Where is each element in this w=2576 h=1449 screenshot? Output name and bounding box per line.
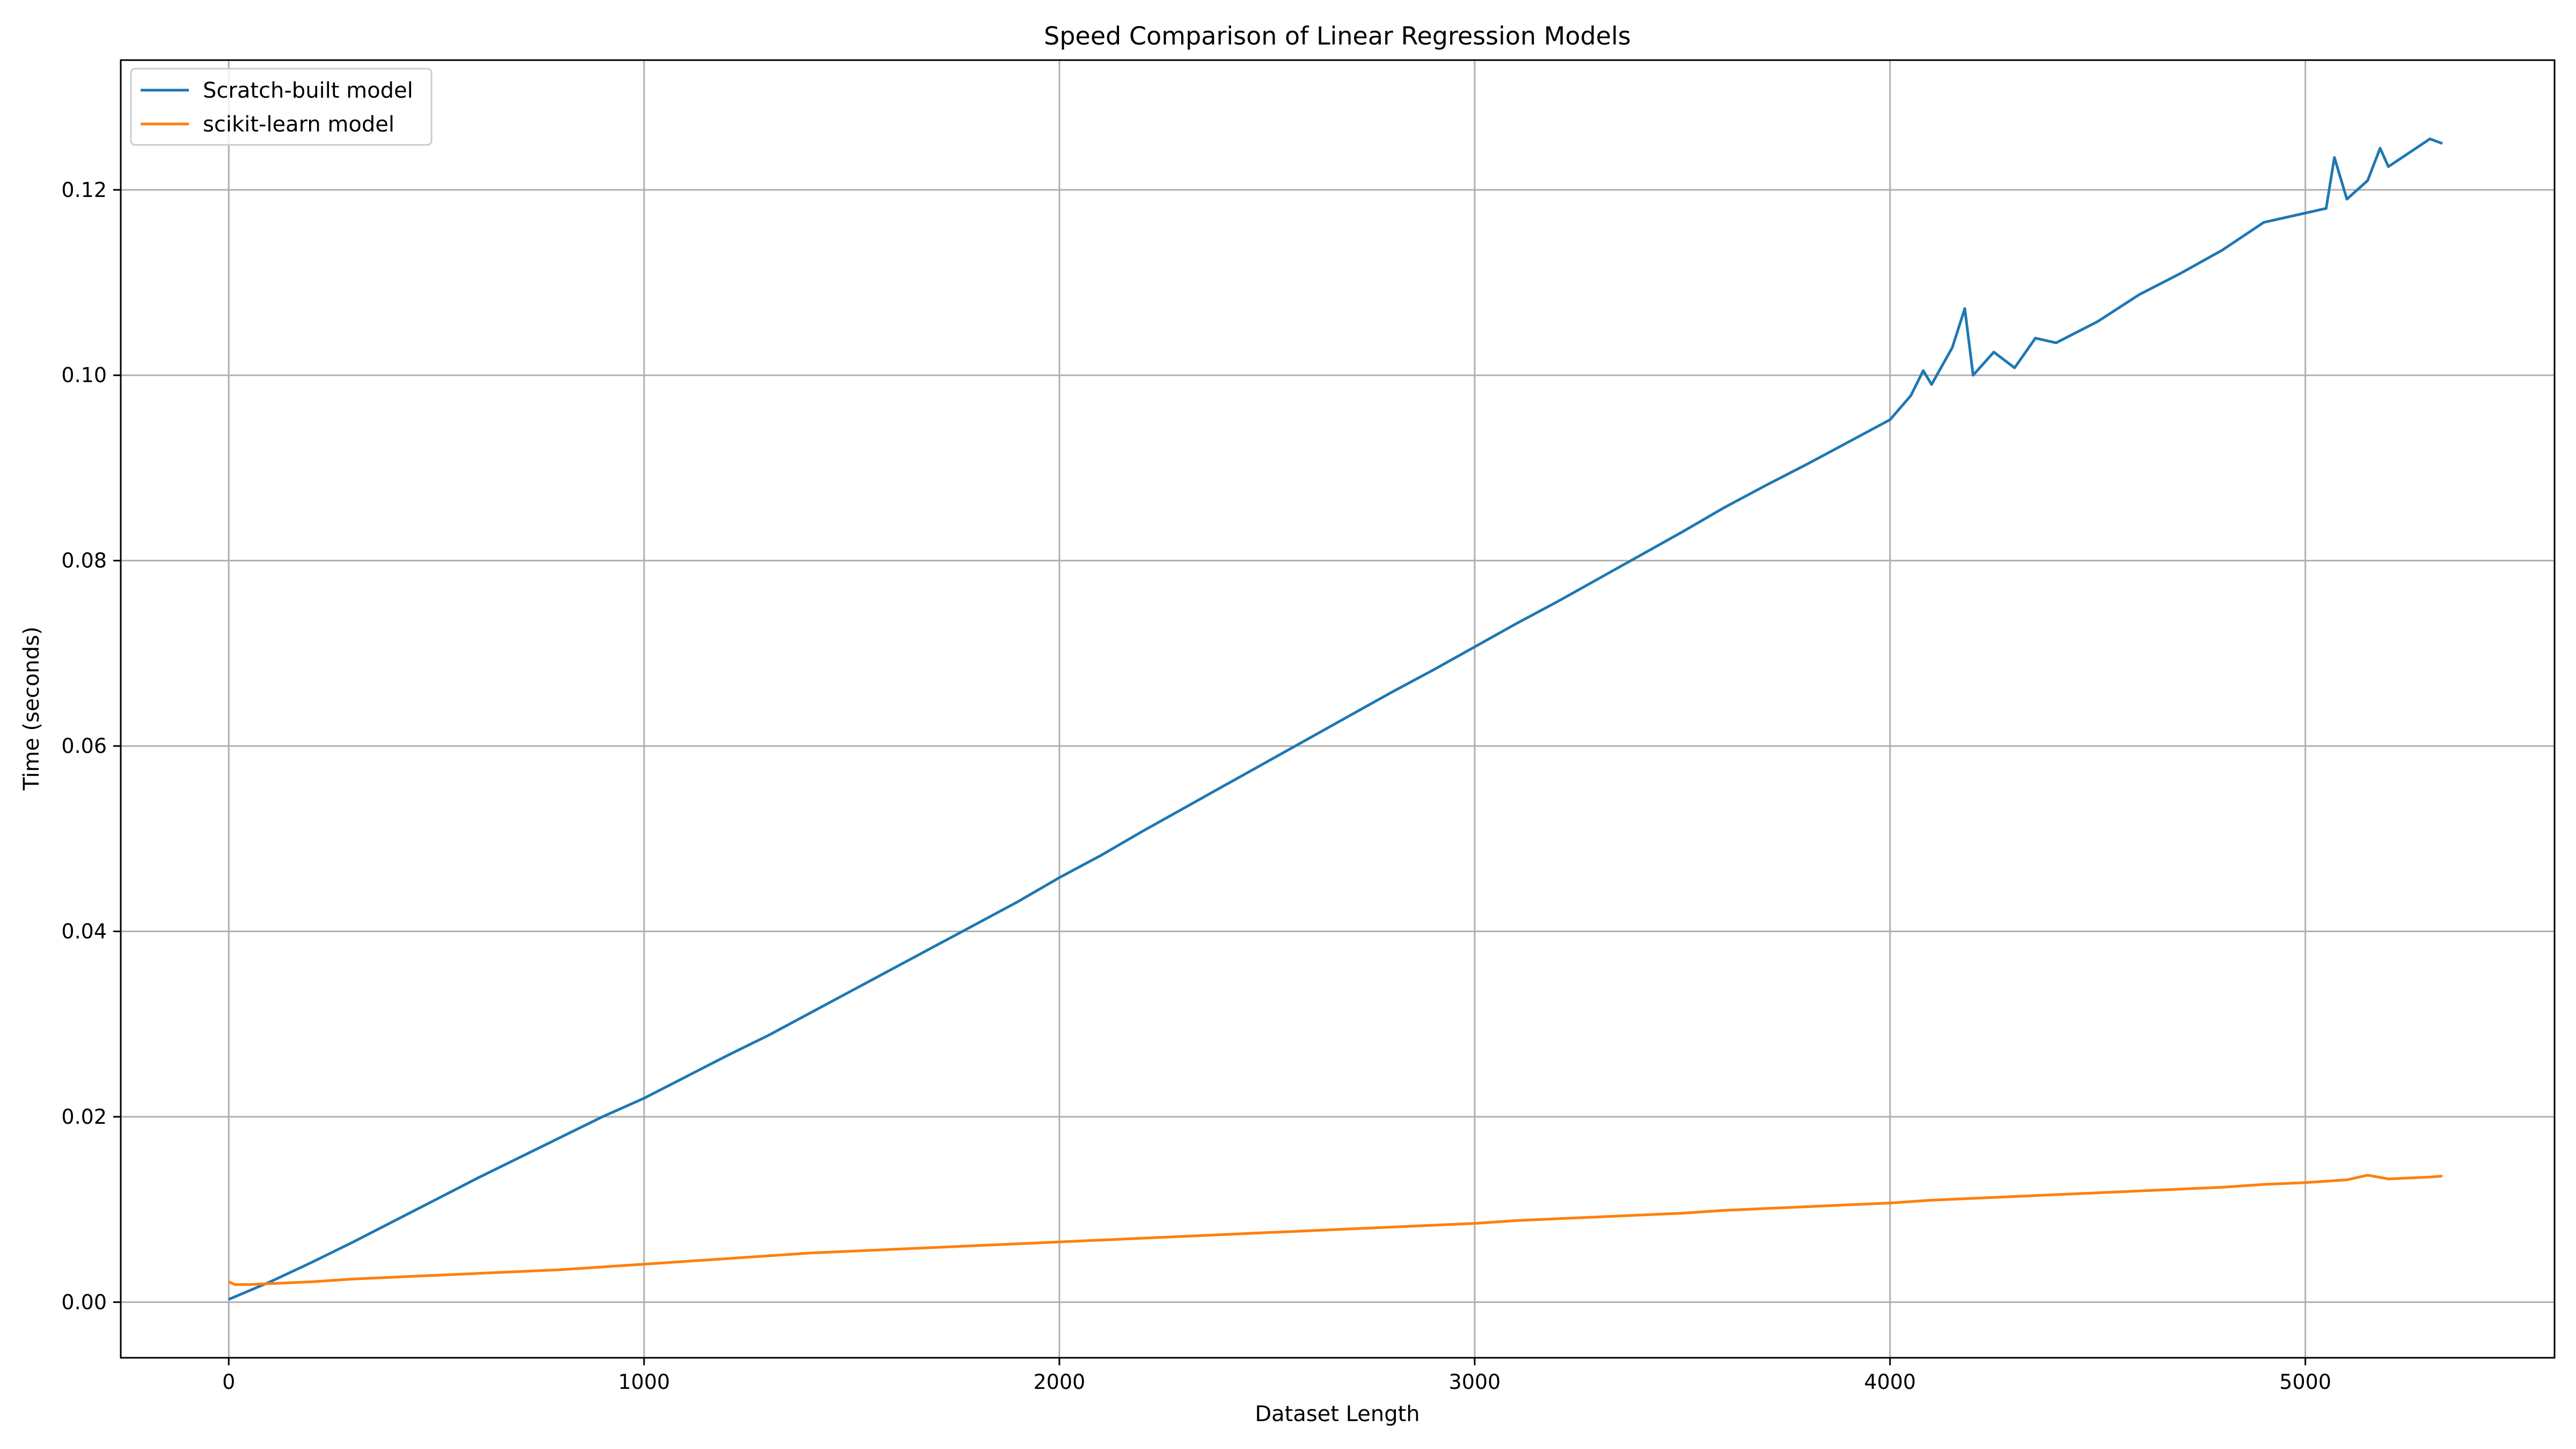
y-tick-label: 0.08 — [61, 549, 107, 573]
y-tick-label: 0.04 — [61, 920, 107, 943]
x-tick-label: 1000 — [618, 1370, 670, 1394]
series-lines — [228, 137, 2443, 1301]
series-line-scikit-learn — [228, 1174, 2443, 1286]
x-tick-label: 0 — [222, 1370, 235, 1394]
x-tick-label: 2000 — [1034, 1370, 1086, 1394]
legend-label-scratch-built: Scratch-built model — [203, 78, 413, 103]
legend: Scratch-built model scikit-learn model — [130, 68, 433, 146]
x-axis-label: Dataset Length — [1255, 1402, 1419, 1426]
plot-frame — [120, 59, 2556, 1359]
legend-box — [130, 68, 433, 146]
x-tick-label: 3000 — [1449, 1370, 1501, 1394]
x-tick-label: 4000 — [1864, 1370, 1916, 1394]
axis-ticks: 0 1000 2000 3000 4000 5000 0.00 0.02 0.04 0.06 0.0… — [61, 178, 2331, 1394]
y-tick-label: 0.10 — [61, 363, 107, 387]
y-axis-label: Time (seconds) — [19, 626, 44, 791]
series-line-scratch-built — [228, 137, 2443, 1301]
y-tick-label: 0.12 — [61, 178, 107, 202]
x-tick-label: 5000 — [2279, 1370, 2331, 1394]
y-tick-label: 0.02 — [61, 1105, 107, 1129]
y-tick-label: 0.06 — [61, 734, 107, 758]
legend-label-scikit-learn: scikit-learn model — [203, 112, 394, 137]
chart-title: Speed Comparison of Linear Regression Mo… — [1044, 21, 1631, 50]
y-tick-label: 0.00 — [61, 1290, 107, 1314]
grid-lines — [121, 60, 2555, 1358]
